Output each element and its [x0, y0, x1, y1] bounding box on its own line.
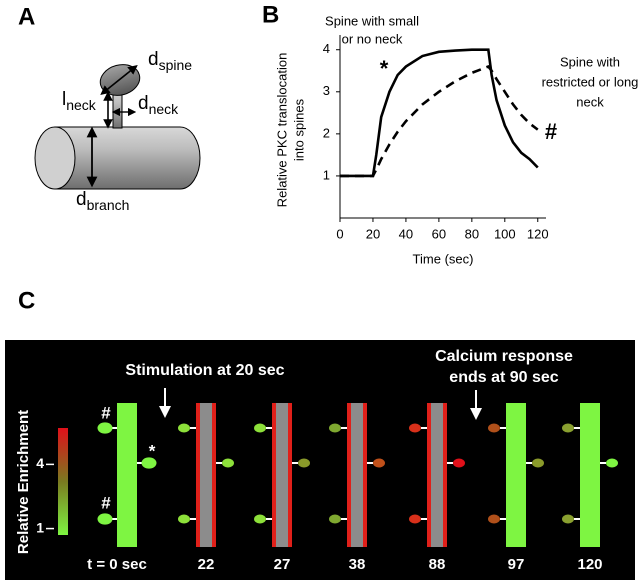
x-tick-label: 120: [527, 226, 549, 241]
spine-head: [562, 514, 574, 524]
spine-mark: #: [101, 493, 111, 512]
y-tick-label: 2: [323, 125, 330, 140]
y-tick-label: 3: [323, 83, 330, 98]
diagram-label: dbranch: [76, 189, 129, 213]
time-label: 38: [349, 556, 366, 573]
dendrite: [427, 403, 447, 547]
spine-head: [409, 423, 421, 433]
dendrite-edge: [288, 403, 292, 547]
dendrite: [272, 403, 292, 547]
x-tick-label: 80: [465, 226, 479, 241]
spine-head: [373, 458, 385, 468]
spine-head: [329, 514, 341, 524]
spine-head: [178, 514, 190, 524]
dendrite-edge: [347, 403, 351, 547]
frame: 22: [178, 403, 234, 573]
annotation: Spine with: [560, 54, 620, 69]
spine-mark: *: [149, 441, 156, 460]
dendrite-edge: [196, 403, 200, 547]
time-label: 120: [577, 556, 602, 573]
colorbar-tick-label: 4: [36, 455, 44, 471]
x-axis-label: Time (sec): [413, 251, 474, 266]
spine-head: [298, 458, 310, 468]
annotation: or no neck: [342, 31, 403, 46]
x-tick-label: 0: [336, 226, 343, 241]
time-label: t = 0 sec: [87, 556, 147, 573]
panel-label: B: [262, 1, 279, 28]
spine-head: [141, 457, 157, 469]
colorbar: [58, 428, 68, 535]
annotation: restricted or long: [542, 74, 639, 89]
line-series: [340, 48, 539, 178]
spine-head: [222, 458, 234, 468]
dendrite-edge: [212, 403, 216, 547]
line-series: [340, 64, 539, 178]
dendrite-edge: [427, 403, 431, 547]
spine-head: [562, 423, 574, 433]
diagram-label: dneck: [138, 93, 179, 117]
imaging-panel: [5, 340, 635, 580]
spine-head: [488, 514, 500, 524]
dendrite-edge: [443, 403, 447, 547]
event-label: ends at 90 sec: [449, 369, 559, 386]
y-tick-label: 4: [323, 41, 330, 56]
dendrite: [196, 403, 216, 547]
spine-head: [606, 458, 618, 468]
time-label: 97: [508, 556, 525, 573]
spine-head: [532, 458, 544, 468]
dendrite-edge: [363, 403, 367, 547]
annotation-mark: #: [545, 119, 557, 144]
spine-head: [254, 423, 266, 433]
x-tick-label: 20: [366, 226, 380, 241]
event-label: Stimulation at 20 sec: [125, 362, 284, 379]
y-axis-label: Relative PKC translocation: [274, 53, 289, 208]
frame: 27: [254, 403, 310, 573]
annotation: neck: [576, 94, 604, 109]
y-tick-label: 1: [323, 167, 330, 182]
colorbar-label: Relative Enrichment: [15, 410, 32, 554]
spine-head: [488, 423, 500, 433]
frame: 120: [562, 403, 618, 573]
frame: 38: [329, 403, 385, 573]
spine-head: [97, 513, 113, 525]
x-tick-label: 100: [494, 226, 516, 241]
frame: 97: [488, 403, 544, 573]
time-label: 88: [429, 556, 446, 573]
spine-head: [178, 423, 190, 433]
colorbar-tick-label: 1: [36, 519, 44, 535]
event-label: Calcium response: [435, 348, 573, 365]
y-axis-label: into spines: [291, 98, 306, 161]
time-label: 27: [274, 556, 291, 573]
annotation: Spine with small: [325, 13, 419, 28]
annotation-mark: *: [380, 56, 389, 81]
dendrite: [347, 403, 367, 547]
panel-label: A: [18, 3, 35, 30]
spine-mark: #: [101, 403, 111, 422]
spine-head: [409, 514, 421, 524]
frame: t = 0 sec: [87, 403, 157, 573]
spine-head: [329, 423, 341, 433]
x-tick-label: 40: [399, 226, 413, 241]
frame: 88: [409, 403, 465, 573]
dendrite-diagram: [34, 64, 201, 190]
dendrite: [117, 403, 137, 547]
x-tick-label: 60: [432, 226, 446, 241]
diagram-label: dspine: [148, 49, 192, 73]
panel-label: C: [18, 287, 35, 314]
dendrite-edge: [272, 403, 276, 547]
diagram-label: lneck: [62, 89, 97, 113]
spine-head: [453, 458, 465, 468]
dendrite: [506, 403, 526, 547]
spine-head: [97, 422, 113, 434]
spine-head: [254, 514, 266, 524]
time-label: 22: [198, 556, 215, 573]
dendrite: [580, 403, 600, 547]
